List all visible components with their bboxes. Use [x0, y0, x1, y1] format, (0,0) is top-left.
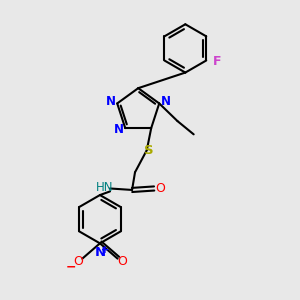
Text: O: O: [156, 182, 166, 195]
Text: HN: HN: [96, 181, 113, 194]
Text: S: S: [144, 144, 154, 157]
Text: N: N: [106, 95, 116, 109]
Text: N: N: [114, 123, 124, 136]
Text: O: O: [117, 255, 127, 268]
Text: O: O: [73, 255, 83, 268]
Text: F: F: [213, 56, 222, 68]
Text: N: N: [94, 246, 106, 259]
Text: N: N: [161, 95, 171, 109]
Text: +: +: [101, 245, 109, 255]
Text: −: −: [66, 260, 76, 273]
